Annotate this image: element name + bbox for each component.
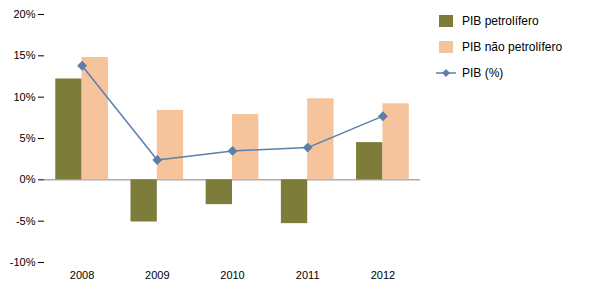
svg-text:0%: 0% (20, 173, 36, 185)
svg-text:2011: 2011 (296, 269, 320, 281)
html-text:PIB petrolífero: PIB petrolífero (462, 14, 539, 28)
svg-text:15%: 15% (13, 49, 35, 61)
svg-text:2008: 2008 (70, 269, 94, 281)
svg-text:-10%: -10% (10, 256, 36, 268)
svg-text:10%: 10% (13, 91, 35, 103)
svg-text:2012: 2012 (371, 269, 395, 281)
svg-text:2009: 2009 (145, 269, 169, 281)
svg-text:20%: 20% (13, 8, 35, 20)
html-text:PIB (%): PIB (%) (462, 66, 504, 80)
html-text:PIB não petrolífero: PIB não petrolífero (462, 40, 563, 54)
svg-text:2010: 2010 (220, 269, 244, 281)
svg-text:-5%: -5% (16, 215, 36, 227)
svg-text:5%: 5% (20, 132, 36, 144)
